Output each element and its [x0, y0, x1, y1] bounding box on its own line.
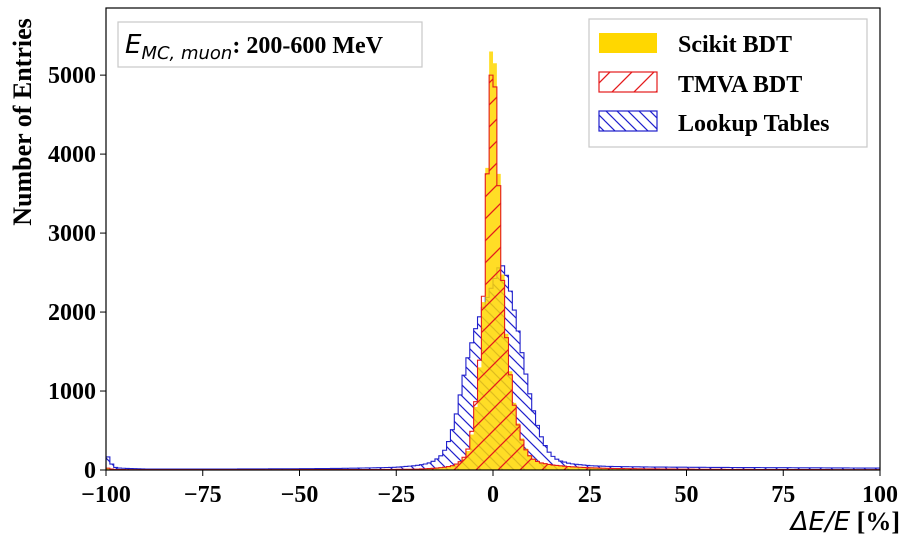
legend: Scikit BDT TMVA BDT Lookup Tables — [588, 18, 868, 148]
annotation-text: : 200-600 MeV — [232, 33, 383, 59]
y-tick-label: 2000 — [48, 300, 96, 326]
legend-swatch-scikit — [599, 33, 657, 53]
legend-label-tmva: TMVA BDT — [678, 72, 802, 98]
x-tick-label: 50 — [675, 482, 699, 508]
x-axis-label: ΔE/E [%] — [789, 507, 900, 536]
y-axis-label: Number of Entries — [8, 18, 37, 226]
x-tick-label: 100 — [862, 482, 898, 508]
y-tick-label: 5000 — [48, 63, 96, 89]
annotation-math-sub: MC, muon — [141, 43, 232, 64]
x-tick-label: 0 — [487, 482, 499, 508]
legend-swatch-lookup — [598, 110, 658, 132]
y-tick-label: 3000 — [48, 221, 96, 247]
legend-swatch-tmva — [598, 71, 658, 93]
y-axis-ticks: 0 1000 2000 3000 4000 5000 — [48, 63, 106, 484]
x-tick-label: −50 — [281, 482, 319, 508]
svg-text:EMC, muon: 200-600 MeV: EMC, muon: 200-600 MeV — [125, 30, 384, 64]
annotation-box: EMC, muon: 200-600 MeV — [117, 21, 423, 68]
x-tick-label: −25 — [377, 482, 415, 508]
annotation-math-base: E — [125, 30, 142, 60]
x-tick-label: −75 — [184, 482, 222, 508]
legend-label-lookup: Lookup Tables — [678, 111, 829, 137]
x-axis-label-math: ΔE/E — [789, 507, 851, 536]
x-axis-ticks: −100 −75 −50 −25 0 25 50 75 100 — [81, 470, 898, 508]
x-axis-label-unit: [%] — [850, 507, 900, 536]
y-tick-label: 1000 — [48, 379, 96, 405]
x-tick-label: 25 — [578, 482, 602, 508]
y-tick-label: 0 — [84, 458, 96, 484]
legend-label-scikit: Scikit BDT — [678, 32, 792, 58]
x-tick-label: 75 — [771, 482, 795, 508]
x-tick-label: −100 — [81, 482, 131, 508]
y-tick-label: 4000 — [48, 142, 96, 168]
